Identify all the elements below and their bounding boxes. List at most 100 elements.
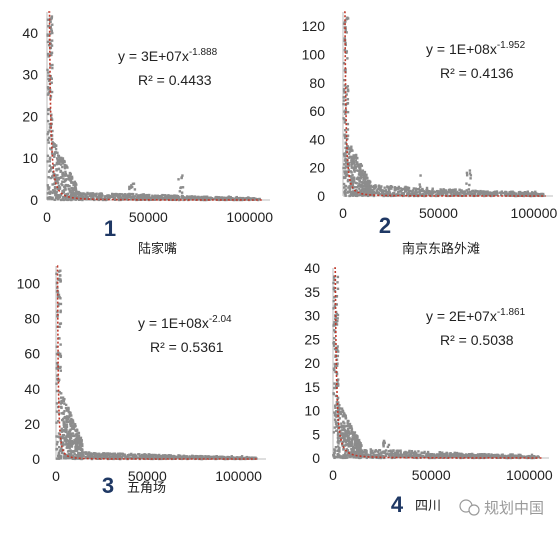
data-point	[54, 147, 58, 151]
data-point	[175, 194, 178, 198]
data-point	[47, 55, 50, 58]
data-point	[333, 296, 336, 299]
data-point	[512, 192, 516, 195]
data-point	[55, 192, 58, 195]
data-point	[347, 152, 351, 155]
data-point	[456, 191, 459, 194]
data-point	[369, 456, 372, 459]
data-point	[55, 421, 58, 424]
y-tick-label: 100	[17, 276, 41, 292]
data-point	[71, 424, 75, 427]
data-point	[55, 443, 59, 446]
data-point	[90, 455, 93, 458]
data-point	[75, 449, 78, 452]
data-point	[63, 397, 66, 401]
data-point	[49, 147, 52, 150]
data-point	[350, 175, 353, 178]
chart-panel-3: 0 20 40 60 80 100 0 50000 100000 y = 1E+08x-2.04 R…	[17, 265, 266, 498]
data-point	[231, 197, 235, 201]
data-point	[56, 440, 59, 444]
data-point	[58, 354, 61, 357]
data-point	[139, 197, 143, 200]
data-point	[357, 178, 360, 181]
data-point	[67, 446, 71, 449]
data-point	[243, 197, 246, 200]
data-point	[465, 453, 468, 457]
data-point	[334, 370, 337, 374]
data-point	[350, 180, 353, 183]
data-point	[59, 194, 63, 197]
data-point	[355, 438, 359, 441]
data-point	[47, 74, 50, 77]
data-point	[61, 165, 64, 169]
data-point	[393, 186, 397, 189]
data-point	[351, 182, 355, 185]
data-point	[450, 191, 453, 194]
data-point	[432, 192, 435, 195]
data-point	[343, 170, 346, 173]
data-point	[226, 196, 229, 199]
data-point	[183, 455, 187, 458]
data-point	[391, 452, 395, 455]
data-point	[168, 196, 171, 199]
data-point	[60, 429, 63, 433]
data-point	[75, 445, 79, 448]
data-point	[61, 172, 64, 176]
data-point	[64, 436, 68, 439]
data-point	[167, 457, 171, 460]
data-point	[478, 456, 481, 460]
data-point	[334, 412, 337, 415]
data-point	[406, 451, 409, 454]
data-point	[468, 190, 471, 194]
data-point	[441, 456, 445, 459]
data-point	[107, 194, 110, 197]
data-point	[58, 436, 61, 439]
data-point	[376, 190, 379, 193]
data-point	[359, 449, 362, 452]
data-point	[93, 452, 96, 455]
data-point	[356, 169, 360, 172]
data-point	[359, 165, 362, 168]
data-point	[442, 188, 445, 191]
data-point	[47, 44, 51, 47]
data-point	[360, 164, 364, 167]
data-point	[361, 191, 365, 195]
data-point	[380, 192, 384, 195]
data-point	[92, 456, 95, 459]
data-point	[332, 344, 336, 347]
data-point	[468, 183, 471, 187]
data-point	[72, 194, 75, 197]
data-point	[135, 196, 139, 199]
data-point	[363, 170, 367, 174]
data-point	[164, 455, 167, 459]
data-point	[535, 194, 538, 197]
data-point	[99, 192, 103, 195]
data-point	[358, 187, 361, 190]
data-point	[454, 454, 457, 457]
data-point	[534, 192, 538, 195]
data-point	[346, 439, 349, 442]
data-point	[81, 198, 84, 202]
data-point	[469, 177, 472, 180]
data-point	[85, 193, 88, 196]
data-point	[395, 451, 398, 454]
data-point	[352, 166, 355, 169]
data-point	[365, 173, 368, 176]
data-point	[65, 423, 69, 426]
data-point	[367, 185, 370, 188]
data-point	[64, 443, 67, 446]
data-point	[335, 410, 338, 413]
data-point	[408, 453, 412, 456]
y-tick-label: 30	[304, 308, 320, 324]
data-point	[65, 425, 69, 429]
data-point	[347, 431, 350, 435]
data-point	[350, 190, 353, 194]
data-point	[376, 450, 380, 453]
data-point	[530, 453, 534, 457]
data-point	[363, 184, 367, 187]
data-point	[346, 89, 350, 93]
data-point	[342, 424, 345, 428]
data-point	[87, 452, 91, 456]
data-point	[343, 121, 347, 124]
data-point	[354, 156, 358, 159]
